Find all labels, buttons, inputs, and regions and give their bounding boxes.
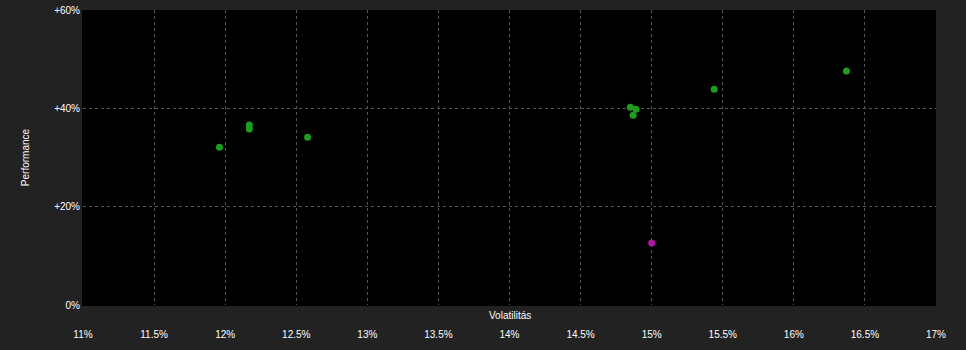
svg-text:Volatilitás: Volatilitás [489, 310, 531, 321]
svg-text:+40%: +40% [54, 103, 80, 114]
svg-text:12%: 12% [215, 329, 235, 340]
svg-text:+20%: +20% [54, 201, 80, 212]
svg-text:14.5%: 14.5% [566, 329, 594, 340]
svg-text:15.5%: 15.5% [709, 329, 737, 340]
svg-text:Performance: Performance [20, 128, 31, 186]
svg-text:13%: 13% [357, 329, 377, 340]
svg-text:17%: 17% [926, 329, 946, 340]
svg-text:16%: 16% [784, 329, 804, 340]
svg-text:13.5%: 13.5% [424, 329, 452, 340]
svg-text:11.5%: 11.5% [140, 329, 168, 340]
svg-text:15%: 15% [642, 329, 662, 340]
svg-text:11%: 11% [73, 329, 92, 340]
svg-text:14%: 14% [499, 329, 519, 340]
svg-text:16.5%: 16.5% [851, 329, 879, 340]
svg-text:12.5%: 12.5% [282, 329, 310, 340]
svg-text:0%: 0% [66, 300, 81, 311]
svg-text:+60%: +60% [54, 5, 80, 16]
